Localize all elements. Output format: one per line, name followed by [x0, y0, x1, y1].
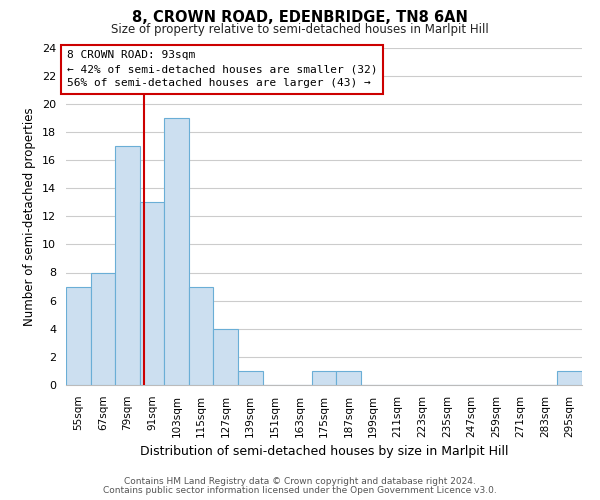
Bar: [214, 329, 238, 385]
Text: 8, CROWN ROAD, EDENBRIDGE, TN8 6AN: 8, CROWN ROAD, EDENBRIDGE, TN8 6AN: [132, 10, 468, 25]
Bar: [312, 371, 336, 385]
Text: Size of property relative to semi-detached houses in Marlpit Hill: Size of property relative to semi-detach…: [111, 22, 489, 36]
Bar: [336, 371, 361, 385]
Text: Contains public sector information licensed under the Open Government Licence v3: Contains public sector information licen…: [103, 486, 497, 495]
Bar: [91, 272, 115, 385]
X-axis label: Distribution of semi-detached houses by size in Marlpit Hill: Distribution of semi-detached houses by …: [140, 445, 508, 458]
Bar: [238, 371, 263, 385]
Bar: [140, 202, 164, 385]
Bar: [189, 286, 214, 385]
Text: 8 CROWN ROAD: 93sqm
← 42% of semi-detached houses are smaller (32)
56% of semi-d: 8 CROWN ROAD: 93sqm ← 42% of semi-detach…: [67, 50, 377, 88]
Bar: [164, 118, 189, 385]
Y-axis label: Number of semi-detached properties: Number of semi-detached properties: [23, 107, 37, 326]
Bar: [66, 286, 91, 385]
Bar: [557, 371, 582, 385]
Bar: [115, 146, 140, 385]
Text: Contains HM Land Registry data © Crown copyright and database right 2024.: Contains HM Land Registry data © Crown c…: [124, 477, 476, 486]
